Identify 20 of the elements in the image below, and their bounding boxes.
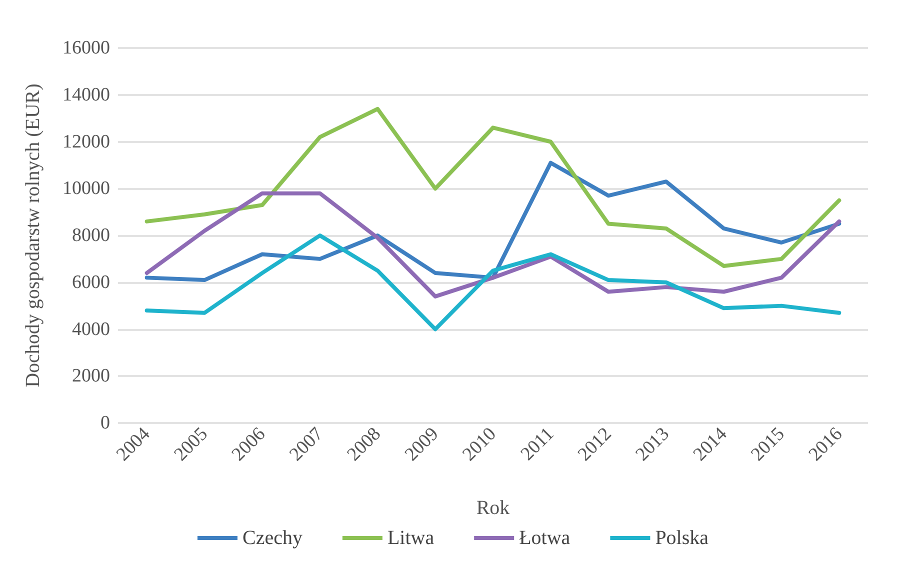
y-tick-label: 6000 xyxy=(72,272,110,293)
legend-label: Łotwa xyxy=(519,527,570,549)
line-series xyxy=(144,191,842,298)
y-tick-label: 2000 xyxy=(72,366,110,387)
y-tick-label: 10000 xyxy=(62,178,110,200)
y-tick-label: 4000 xyxy=(72,318,110,340)
y-tick-label: 14000 xyxy=(62,84,110,106)
y-tick-label: 8000 xyxy=(72,225,110,246)
line-series xyxy=(144,160,842,282)
legend-label: Polska xyxy=(655,527,709,549)
legend-label: Litwa xyxy=(387,527,434,549)
y-tick-label: 16000 xyxy=(62,38,110,58)
x-axis-title: Rok xyxy=(476,497,510,519)
y-tick-label: 0 xyxy=(100,412,110,434)
y-axis-title: Dochody gospodarstw rolnych (EUR) xyxy=(22,84,44,388)
legend-label: Czechy xyxy=(242,527,302,549)
line-series xyxy=(144,234,842,332)
y-tick-label: 12000 xyxy=(62,131,110,152)
x-tick-label: 2011 xyxy=(516,424,558,465)
line-series xyxy=(144,106,842,268)
